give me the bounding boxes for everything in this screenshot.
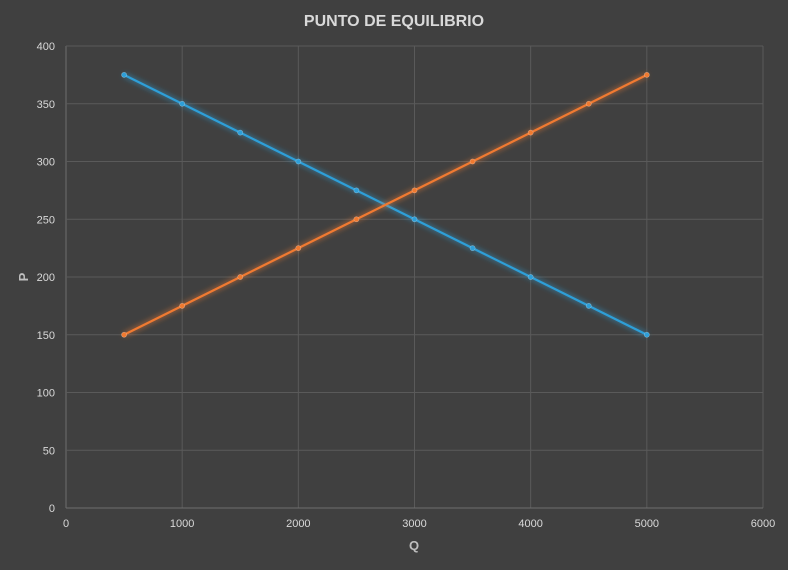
y-tick-label: 350 <box>37 99 55 111</box>
y-tick-label: 300 <box>37 157 55 169</box>
series-2-point <box>585 100 592 107</box>
x-tick-label: 4000 <box>518 518 542 530</box>
series-2-point <box>353 216 360 223</box>
series-1-point <box>295 158 302 165</box>
x-tick-label: 1000 <box>170 518 194 530</box>
y-tick-label: 200 <box>37 272 55 284</box>
tick-labels: 0 1000 2000 3000 4000 5000 6000 0 50 100 150 200 250… <box>37 41 776 530</box>
x-tick-label: 3000 <box>402 518 426 530</box>
y-tick-label: 400 <box>37 41 55 53</box>
series-1-point <box>353 187 360 194</box>
x-tick-label: 0 <box>63 518 69 530</box>
y-axis-label: P <box>16 272 31 281</box>
series-1-point <box>121 71 127 78</box>
y-tick-label: 150 <box>37 330 55 342</box>
x-axis-label: Q <box>409 538 419 553</box>
chart-title: PUNTO DE EQUILIBRIO <box>304 13 484 30</box>
series-1-point <box>643 331 650 338</box>
series-2 <box>121 71 650 338</box>
series-2-point <box>121 331 127 338</box>
series-1-point <box>237 129 244 136</box>
series-2-line <box>123 73 648 336</box>
grid <box>65 45 764 509</box>
y-tick-label: 100 <box>37 388 55 400</box>
series-1-point <box>585 302 592 309</box>
series-2-point <box>469 158 476 165</box>
y-tick-label: 0 <box>49 503 55 515</box>
series-1-point <box>469 245 476 252</box>
series-2-point <box>527 129 534 136</box>
series-2-point <box>295 245 302 252</box>
series-1-point <box>527 274 534 280</box>
series-1-point <box>411 216 418 223</box>
y-tick-label: 250 <box>37 214 55 226</box>
x-tick-label: 2000 <box>286 518 310 530</box>
series-2-point <box>643 71 650 78</box>
series-2-point <box>411 187 418 194</box>
x-tick-label: 6000 <box>751 518 775 530</box>
series-2-point <box>179 302 186 309</box>
plot-area <box>121 71 650 338</box>
series-1-point <box>179 100 186 107</box>
series-2-point <box>237 274 244 280</box>
y-tick-label: 50 <box>43 445 55 457</box>
x-tick-label: 5000 <box>635 518 659 530</box>
